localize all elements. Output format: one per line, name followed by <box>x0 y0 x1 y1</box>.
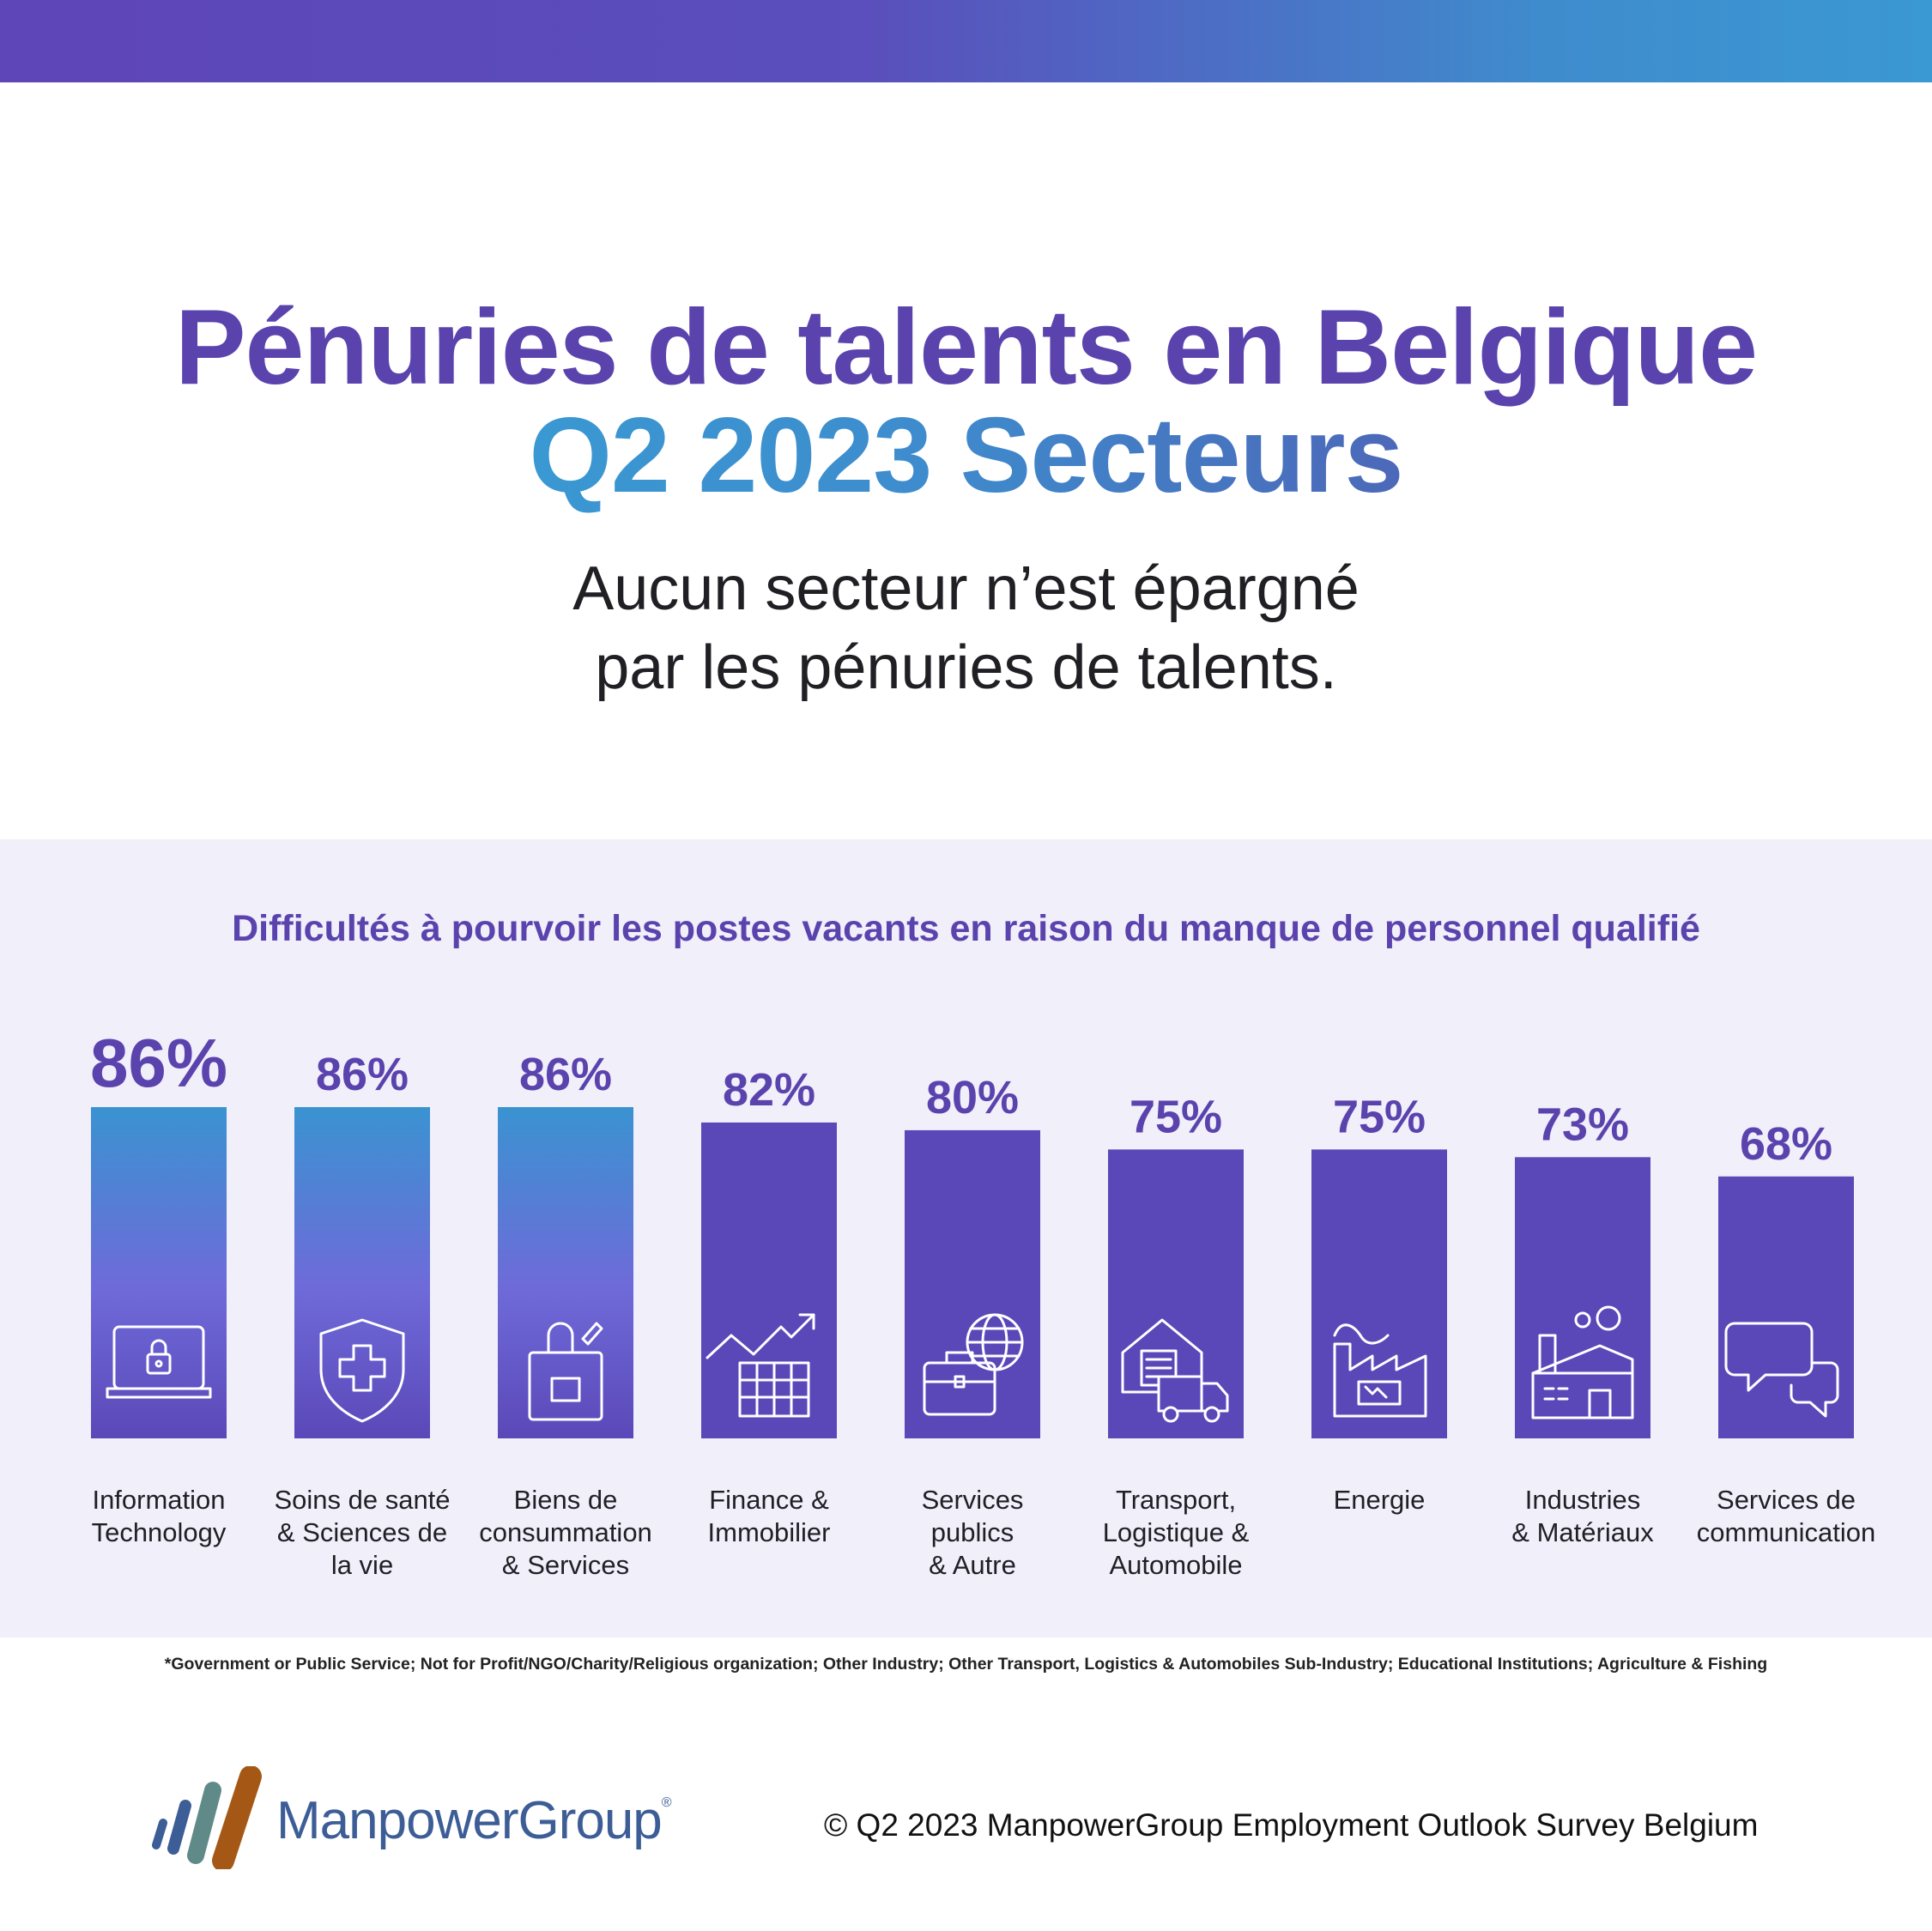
page-title-secondary: Q2 2023 Secteurs <box>529 396 1403 515</box>
category-label: Logistique & <box>1103 1517 1250 1547</box>
category-label: & Autre <box>929 1550 1016 1580</box>
chart-title: Difficultés à pourvoir les postes vacant… <box>232 908 1700 949</box>
category-label: Finance & <box>709 1485 829 1515</box>
value-label: 86% <box>519 1049 612 1100</box>
page-title-secondary-wrap: Q2 2023 Secteurs <box>0 400 1932 512</box>
shopping-bag-icon <box>528 1322 603 1421</box>
manpower-logo-icon <box>152 1766 262 1869</box>
category-label: Soins de santé <box>274 1485 450 1515</box>
bar <box>1515 1157 1650 1438</box>
category-label: Services <box>922 1485 1024 1515</box>
subtitle-line-1: Aucun secteur n’est épargné <box>572 554 1360 623</box>
category-label: Information <box>92 1485 225 1515</box>
category-label: Services de <box>1717 1485 1856 1515</box>
laptop-lock-icon <box>106 1325 212 1399</box>
value-label: 68% <box>1740 1118 1832 1170</box>
shield-cross-icon <box>319 1318 405 1423</box>
category-label: Immobilier <box>708 1517 831 1547</box>
category-label: publics <box>931 1517 1014 1547</box>
top-accent-bar <box>0 0 1932 82</box>
copyright-text: © Q2 2023 ManpowerGroup Employment Outlo… <box>824 1807 1759 1843</box>
value-label: 75% <box>1130 1091 1222 1142</box>
category-label: & Services <box>502 1550 629 1580</box>
category-label: communication <box>1697 1517 1875 1547</box>
logo-wordmark-text: ManpowerGroup <box>276 1791 663 1850</box>
value-label: 86% <box>316 1049 409 1100</box>
chat-bubbles-icon <box>1724 1322 1839 1418</box>
category-label: la vie <box>331 1550 393 1580</box>
page-title: Pénuries de talents en Belgique <box>174 288 1758 407</box>
warehouse-truck-icon <box>1121 1318 1229 1423</box>
bar <box>701 1122 837 1438</box>
category-label: Energie <box>1334 1485 1426 1515</box>
factory-icon <box>1531 1305 1634 1419</box>
briefcase-globe-icon <box>923 1313 1024 1416</box>
value-label: 75% <box>1333 1091 1426 1142</box>
factory-energy-icon <box>1333 1323 1427 1418</box>
category-label: Biens de <box>514 1485 618 1515</box>
category-label: & Sciences de <box>277 1517 447 1547</box>
value-label: 73% <box>1536 1099 1629 1150</box>
category-label: Transport, <box>1116 1485 1236 1515</box>
bar <box>294 1107 430 1438</box>
bar <box>905 1129 1040 1438</box>
growth-chart-icon <box>706 1313 815 1418</box>
logo-registered-mark: ® <box>661 1795 672 1810</box>
bar <box>1718 1176 1854 1438</box>
category-label: Automobile <box>1109 1550 1242 1580</box>
category-label: Industries <box>1525 1485 1640 1515</box>
category-label: & Matériaux <box>1511 1517 1654 1547</box>
bar <box>498 1107 633 1438</box>
subtitle: Aucun secteur n’est épargné par les pénu… <box>0 549 1932 707</box>
value-label: 80% <box>926 1072 1019 1123</box>
subtitle-line-2: par les pénuries de talents. <box>595 633 1337 702</box>
value-label: 82% <box>723 1064 815 1116</box>
category-label: consummation <box>479 1517 652 1547</box>
category-label: Technology <box>92 1517 227 1547</box>
footnote: *Government or Public Service; Not for P… <box>164 1655 1768 1674</box>
value-label: 86% <box>90 1025 227 1101</box>
logo-wordmark: ManpowerGroup® <box>276 1790 672 1851</box>
